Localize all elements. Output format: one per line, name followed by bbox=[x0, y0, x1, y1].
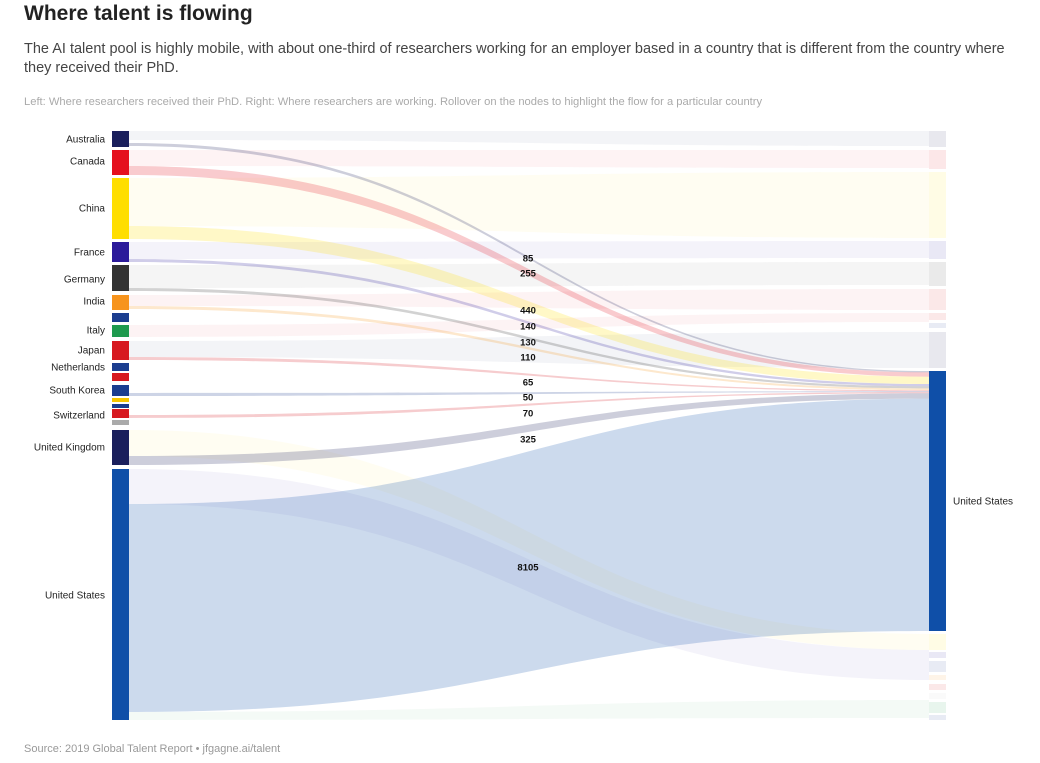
flow-india-to-united-states bbox=[129, 306, 929, 391]
right-labels: United States bbox=[953, 497, 1013, 508]
background-flow bbox=[129, 313, 929, 337]
background-flow bbox=[129, 262, 929, 288]
chart-subtitle: The AI talent pool is highly mobile, wit… bbox=[24, 41, 1005, 76]
flow-china-to-united-states bbox=[129, 226, 929, 384]
node-destination-other[interactable] bbox=[929, 693, 946, 699]
background-flow bbox=[129, 150, 929, 168]
node-destination-other[interactable] bbox=[929, 715, 946, 720]
node-destination-other[interactable] bbox=[929, 172, 946, 238]
node-destination-other[interactable] bbox=[929, 313, 946, 320]
background-flow bbox=[129, 469, 929, 680]
node-destination-other[interactable] bbox=[929, 332, 946, 368]
node-destination-other[interactable] bbox=[929, 684, 946, 690]
node-united-kingdom[interactable] bbox=[112, 430, 129, 465]
node-destination-other[interactable] bbox=[929, 661, 946, 672]
flow-germany-to-united-states bbox=[129, 288, 929, 389]
background-flow bbox=[129, 241, 929, 259]
node-south-korea[interactable] bbox=[112, 385, 129, 396]
label-france: France bbox=[74, 248, 106, 259]
flow-united-states-to-united-states bbox=[129, 398, 929, 712]
flow-switzerland-to-united-states bbox=[129, 392, 929, 418]
node-united-states[interactable] bbox=[112, 469, 129, 720]
background-flow bbox=[129, 289, 929, 310]
background-flow bbox=[129, 332, 929, 368]
label-japan: Japan bbox=[78, 346, 105, 357]
flow-japan-to-united-states bbox=[129, 357, 929, 392]
flow-value-australia: 85 bbox=[523, 254, 534, 265]
flow-canada-to-united-states bbox=[129, 166, 929, 377]
right-nodes bbox=[929, 131, 946, 720]
node-italy[interactable] bbox=[112, 325, 129, 337]
node-unlabeled[interactable] bbox=[112, 373, 129, 381]
node-destination-other[interactable] bbox=[929, 652, 946, 658]
node-destination-other[interactable] bbox=[929, 131, 946, 147]
node-destination-other[interactable] bbox=[929, 675, 946, 680]
flow-south-korea-to-united-states bbox=[129, 391, 929, 396]
label-destination-united-states: United States bbox=[953, 497, 1013, 508]
flow-value-canada: 255 bbox=[520, 269, 537, 280]
background-flow bbox=[129, 172, 929, 238]
node-japan[interactable] bbox=[112, 341, 129, 360]
flow-value-germany: 130 bbox=[520, 338, 536, 349]
label-italy: Italy bbox=[87, 326, 105, 337]
label-united-states: United States bbox=[45, 591, 105, 602]
label-united-kingdom: United Kingdom bbox=[34, 443, 105, 454]
flow-value-japan: 65 bbox=[523, 378, 534, 389]
label-netherlands: Netherlands bbox=[51, 363, 105, 374]
background-flow bbox=[129, 430, 929, 650]
node-china[interactable] bbox=[112, 178, 129, 239]
flow-value-united-kingdom: 325 bbox=[520, 435, 537, 446]
label-china: China bbox=[79, 204, 106, 215]
flow-value-labels: 85 255 440 140 130 110 65 50 70 325 8105 bbox=[517, 254, 539, 574]
node-destination-other[interactable] bbox=[929, 702, 946, 713]
label-germany: Germany bbox=[64, 275, 105, 286]
node-canada[interactable] bbox=[112, 150, 129, 175]
background-flows bbox=[129, 131, 929, 720]
node-destination-other[interactable] bbox=[929, 241, 946, 259]
node-destination-other[interactable] bbox=[929, 634, 946, 650]
label-canada: Canada bbox=[70, 157, 105, 168]
left-labels: Australia Canada China France Germany India It… bbox=[34, 135, 106, 602]
source-note: Source: 2019 Global Talent Report • jfga… bbox=[24, 743, 281, 755]
flow-value-france: 140 bbox=[520, 322, 536, 333]
left-nodes bbox=[112, 131, 129, 720]
label-switzerland: Switzerland bbox=[53, 411, 105, 422]
label-australia: Australia bbox=[66, 135, 105, 146]
flow-united-kingdom-to-united-states bbox=[129, 393, 929, 465]
node-australia[interactable] bbox=[112, 131, 129, 147]
node-india[interactable] bbox=[112, 295, 129, 310]
flow-value-china: 440 bbox=[520, 306, 536, 317]
flow-value-united-states: 8105 bbox=[517, 563, 539, 574]
label-india: India bbox=[83, 297, 105, 308]
node-france[interactable] bbox=[112, 242, 129, 262]
node-destination-united-states[interactable] bbox=[929, 371, 946, 631]
flow-australia-to-united-states bbox=[129, 143, 929, 373]
node-unlabeled[interactable] bbox=[112, 313, 129, 322]
flow-value-india: 110 bbox=[520, 353, 535, 364]
background-flow bbox=[129, 700, 929, 720]
node-switzerland[interactable] bbox=[112, 409, 129, 418]
chart-note: Left: Where researchers received their P… bbox=[24, 96, 763, 108]
node-destination-other[interactable] bbox=[929, 150, 946, 169]
flow-value-south-korea: 50 bbox=[523, 393, 534, 404]
node-germany[interactable] bbox=[112, 265, 129, 291]
node-destination-other[interactable] bbox=[929, 323, 946, 328]
node-unlabeled[interactable] bbox=[112, 398, 129, 402]
node-netherlands[interactable] bbox=[112, 363, 129, 371]
label-south-korea: South Korea bbox=[49, 386, 105, 397]
flows-to-united-states bbox=[129, 143, 929, 712]
flow-france-to-united-states bbox=[129, 259, 929, 387]
flow-value-switzerland: 70 bbox=[523, 409, 534, 420]
background-flow bbox=[129, 131, 929, 146]
node-unlabeled[interactable] bbox=[112, 404, 129, 408]
node-destination-other[interactable] bbox=[929, 289, 946, 310]
chart-title: Where talent is flowing bbox=[24, 2, 253, 25]
node-unlabeled[interactable] bbox=[112, 420, 129, 425]
node-destination-other[interactable] bbox=[929, 262, 946, 286]
